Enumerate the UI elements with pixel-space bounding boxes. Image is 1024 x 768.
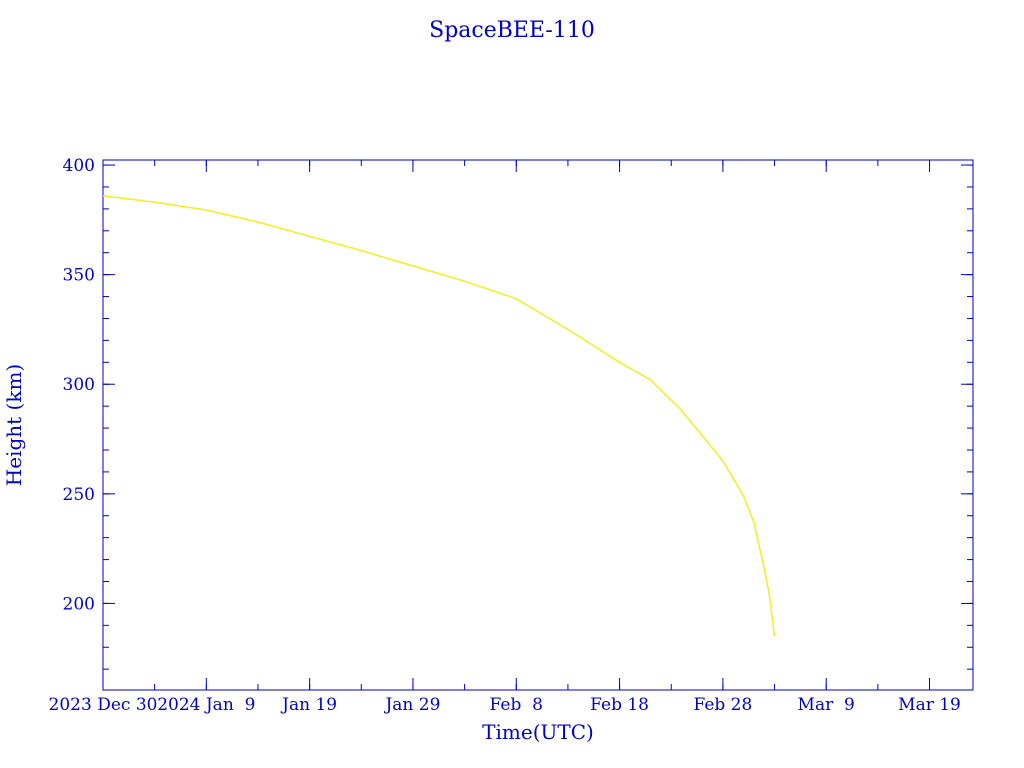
x-tick-label: Feb 8 [490, 695, 543, 715]
series-line [102, 194, 776, 637]
x-tick-label: Jan 19 [280, 695, 337, 715]
y-tick-label: 350 [63, 266, 95, 286]
x-tick-label: 2023 Dec 30 [49, 695, 158, 715]
y-tick-label: 300 [63, 375, 95, 395]
y-tick-label: 250 [63, 485, 95, 505]
x-tick-label: Mar 9 [798, 695, 855, 715]
y-tick-label: 400 [63, 156, 95, 176]
x-tick-label: Feb 28 [693, 695, 752, 715]
x-axis-label: Time(UTC) [482, 720, 594, 744]
x-tick-label: Feb 18 [590, 695, 649, 715]
y-tick-label: 200 [63, 594, 95, 614]
x-tick-label: Mar 19 [898, 695, 961, 715]
plot-frame [102, 159, 974, 691]
y-axis-label: Height (km) [2, 364, 26, 486]
x-tick-label: Jan 29 [383, 695, 440, 715]
chart-title: SpaceBEE-110 [429, 18, 595, 43]
x-tick-label: 2024 Jan 9 [157, 695, 255, 715]
